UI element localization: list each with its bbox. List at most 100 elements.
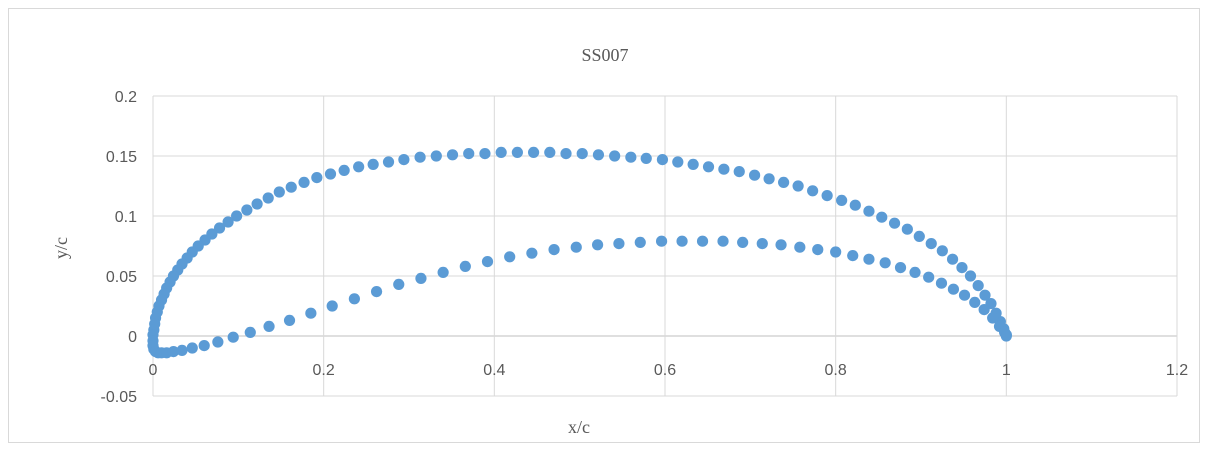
data-point: [504, 251, 516, 263]
data-point: [936, 245, 948, 257]
y-tick-label: 0: [128, 329, 137, 346]
data-point: [656, 154, 669, 166]
data-point: [901, 223, 913, 235]
data-point: [969, 296, 981, 308]
data-point: [353, 161, 365, 173]
data-point: [923, 271, 935, 283]
y-tick-label: 0.05: [106, 269, 137, 286]
data-point: [479, 148, 491, 160]
data-point: [979, 289, 991, 301]
data-point: [972, 280, 984, 292]
data-point: [283, 314, 296, 326]
data-point: [592, 149, 605, 161]
tick-labels: -0.05 0 0.05 0.1 0.15 0.2 0 0.2 0.4 0.6 0.8 1 1.2: [101, 89, 1189, 406]
data-point: [176, 344, 188, 356]
data-point: [305, 307, 317, 319]
data-point: [830, 246, 842, 258]
data-point: [863, 253, 875, 265]
data-point: [370, 286, 383, 298]
data-point: [437, 266, 449, 278]
data-point: [481, 256, 494, 268]
data-point: [213, 222, 226, 234]
x-tick-label: 0.4: [483, 362, 505, 379]
data-point: [198, 340, 210, 352]
x-tick-label: 0.8: [825, 362, 847, 379]
data-point: [849, 199, 861, 211]
data-point: [717, 235, 729, 247]
data-point: [222, 216, 234, 228]
data-point: [231, 210, 243, 222]
data-point: [430, 150, 442, 162]
data-point: [879, 257, 891, 269]
gridlines: [152, 95, 1178, 397]
data-point: [273, 186, 285, 198]
data-point: [285, 181, 297, 193]
data-point: [775, 239, 787, 251]
x-tick-label: 0.2: [313, 362, 335, 379]
y-tick-label: -0.05: [101, 389, 138, 406]
data-point: [956, 262, 968, 274]
data-point: [672, 156, 684, 168]
data-point: [393, 278, 405, 290]
data-point: [311, 172, 323, 184]
data-point: [446, 149, 459, 161]
chart-title: SS007: [581, 45, 628, 65]
data-point: [495, 146, 507, 158]
data-point: [655, 235, 668, 247]
x-axis-title: x/c: [568, 417, 590, 437]
airfoil-scatter-chart: -0.05 0 0.05 0.1 0.15 0.2 0 0.2 0.4 0.6 0.8 1 1.2 SS…: [51, 45, 1189, 437]
data-point: [415, 272, 427, 284]
y-tick-label: 0.2: [115, 89, 137, 106]
data-point: [958, 289, 971, 301]
data-point: [821, 190, 833, 202]
data-point: [382, 156, 395, 168]
data-point: [414, 151, 426, 163]
data-point: [640, 152, 652, 164]
data-point: [338, 164, 350, 176]
data-point: [241, 204, 253, 216]
data-point: [733, 166, 745, 178]
data-point: [348, 293, 360, 305]
x-tick-label: 0: [149, 362, 158, 379]
data-point: [251, 198, 263, 210]
data-point: [749, 169, 761, 181]
data-point: [863, 205, 875, 217]
data-point: [964, 270, 977, 282]
data-point: [544, 146, 556, 158]
data-point: [613, 238, 625, 250]
data-point: [244, 326, 256, 338]
data-point: [609, 150, 621, 162]
data-point: [909, 266, 921, 278]
data-point: [1000, 330, 1012, 342]
data-point: [560, 148, 572, 160]
data-point: [987, 312, 999, 324]
data-point: [326, 300, 338, 312]
data-point: [227, 331, 239, 343]
data-point: [935, 277, 948, 289]
data-point: [792, 180, 804, 192]
data-point: [836, 194, 848, 206]
data-points: [147, 146, 1012, 359]
y-axis-title: y/c: [51, 237, 71, 259]
data-point: [186, 342, 198, 354]
data-point: [263, 320, 275, 332]
data-point: [925, 238, 937, 250]
data-point: [946, 253, 959, 265]
data-point: [527, 146, 540, 158]
data-point: [894, 262, 907, 274]
data-point: [634, 236, 646, 248]
data-point: [262, 192, 274, 204]
data-point: [459, 260, 471, 272]
data-point: [398, 154, 410, 166]
data-point: [794, 241, 806, 253]
data-point: [696, 235, 709, 247]
data-point: [807, 185, 819, 197]
data-point: [548, 244, 560, 256]
data-point: [687, 158, 699, 170]
data-point: [763, 173, 775, 185]
data-point: [888, 217, 901, 229]
data-point: [876, 211, 888, 223]
data-point: [913, 230, 925, 242]
data-point: [167, 346, 180, 358]
data-point: [367, 158, 379, 170]
